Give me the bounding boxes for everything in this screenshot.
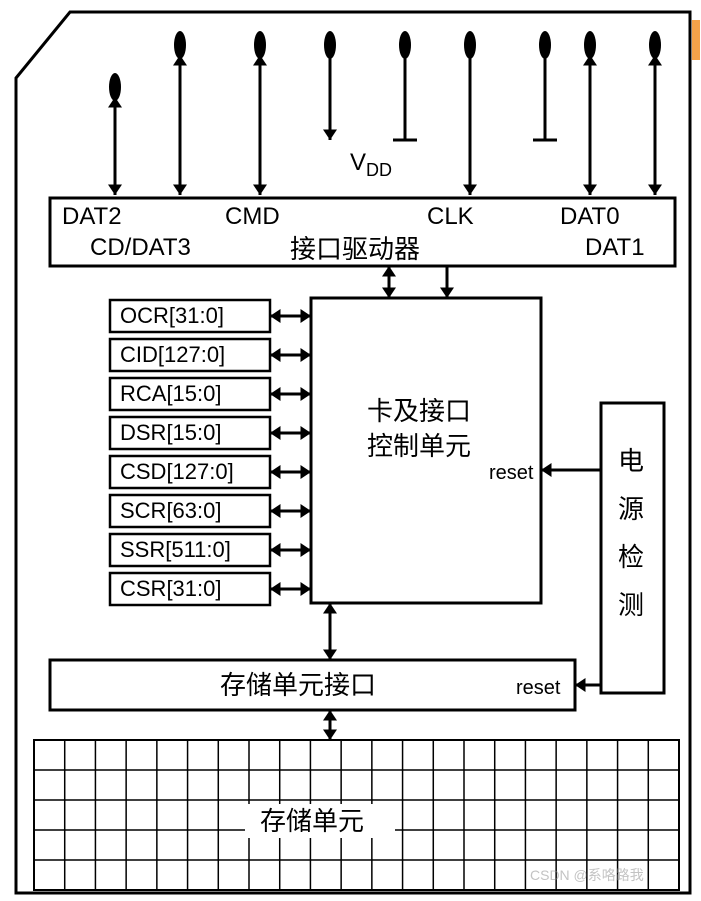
interface-driver-label: 接口驱动器 [290,234,420,264]
arrowhead [301,348,312,362]
arrowhead [301,504,312,518]
register-label: CID[127:0] [120,342,225,367]
arrowhead [108,97,122,108]
controller-label2: 控制单元 [367,431,471,461]
arrowhead [270,465,281,479]
pin-label: CD/DAT3 [90,234,191,261]
controller-label1: 卡及接口 [367,396,471,426]
arrowhead [323,603,337,614]
arrowhead [270,543,281,557]
arrowhead [323,650,337,661]
controller-reset: reset [489,462,534,484]
arrowhead [108,185,122,196]
arrowhead [648,185,662,196]
orange-tab [692,20,700,60]
registers-group: OCR[31:0] CID[127:0] RCA[15:0] DSR[15:0] CSD… [110,300,311,605]
pin-label: DAT2 [62,203,122,230]
arrowhead [648,55,662,66]
arrowhead [270,387,281,401]
arrowhead [463,185,477,196]
arrowhead [301,426,312,440]
power-detect-char: 检 [618,542,644,572]
power-detect-char: 测 [618,590,644,620]
pin-label: CLK [427,203,474,230]
arrowhead [382,266,396,277]
mem-interface-label: 存储单元接口 [220,670,376,700]
arrowhead [301,582,312,596]
register-label: CSR[31:0] [120,576,222,601]
pin-label: DAT1 [585,234,645,261]
arrowhead [253,185,267,196]
arrowhead [270,504,281,518]
arrowhead [173,185,187,196]
register-label: DSR[15:0] [120,420,222,445]
arrowhead [301,309,312,323]
arrowhead [301,543,312,557]
arrowhead [583,185,597,196]
arrowhead [583,55,597,66]
pin-label: CMD [225,203,280,230]
arrowhead [301,465,312,479]
watermark: CSDN @系咯路我 [530,867,644,883]
register-label: OCR[31:0] [120,303,224,328]
mem-interface-reset: reset [516,677,561,699]
register-label: RCA[15:0] [120,381,222,406]
pin-label: DAT0 [560,203,620,230]
arrowhead [323,730,337,741]
arrowhead [270,309,281,323]
register-label: SSR[511:0] [120,537,231,562]
vdd-label: VDD [350,149,392,180]
arrowhead [301,387,312,401]
arrowhead [541,463,552,477]
register-label: CSD[127:0] [120,459,234,484]
arrowhead [575,678,586,692]
mem-grid-label: 存储单元 [260,806,364,836]
arrowhead [173,55,187,66]
arrowhead [440,288,454,299]
arrowhead [253,55,267,66]
arrowhead [323,710,337,721]
arrowhead [270,426,281,440]
arrowhead [270,582,281,596]
arrowhead [382,288,396,299]
power-detect-char: 电 [618,446,644,476]
register-label: SCR[63:0] [120,498,222,523]
power-detect-char: 源 [618,494,644,524]
arrowhead [270,348,281,362]
arrowhead [323,130,337,141]
